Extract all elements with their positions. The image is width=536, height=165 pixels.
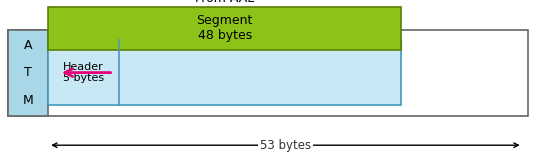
FancyBboxPatch shape <box>8 30 48 116</box>
FancyBboxPatch shape <box>48 40 401 105</box>
Text: From AAL: From AAL <box>195 0 255 5</box>
Text: M: M <box>23 94 34 107</box>
Text: T: T <box>24 66 32 79</box>
Text: A: A <box>24 39 32 52</box>
Text: Header
5 bytes: Header 5 bytes <box>63 62 104 83</box>
Text: 53 bytes: 53 bytes <box>260 139 311 152</box>
FancyBboxPatch shape <box>8 30 528 116</box>
FancyBboxPatch shape <box>48 7 401 50</box>
Text: Segment
48 bytes: Segment 48 bytes <box>197 14 253 42</box>
